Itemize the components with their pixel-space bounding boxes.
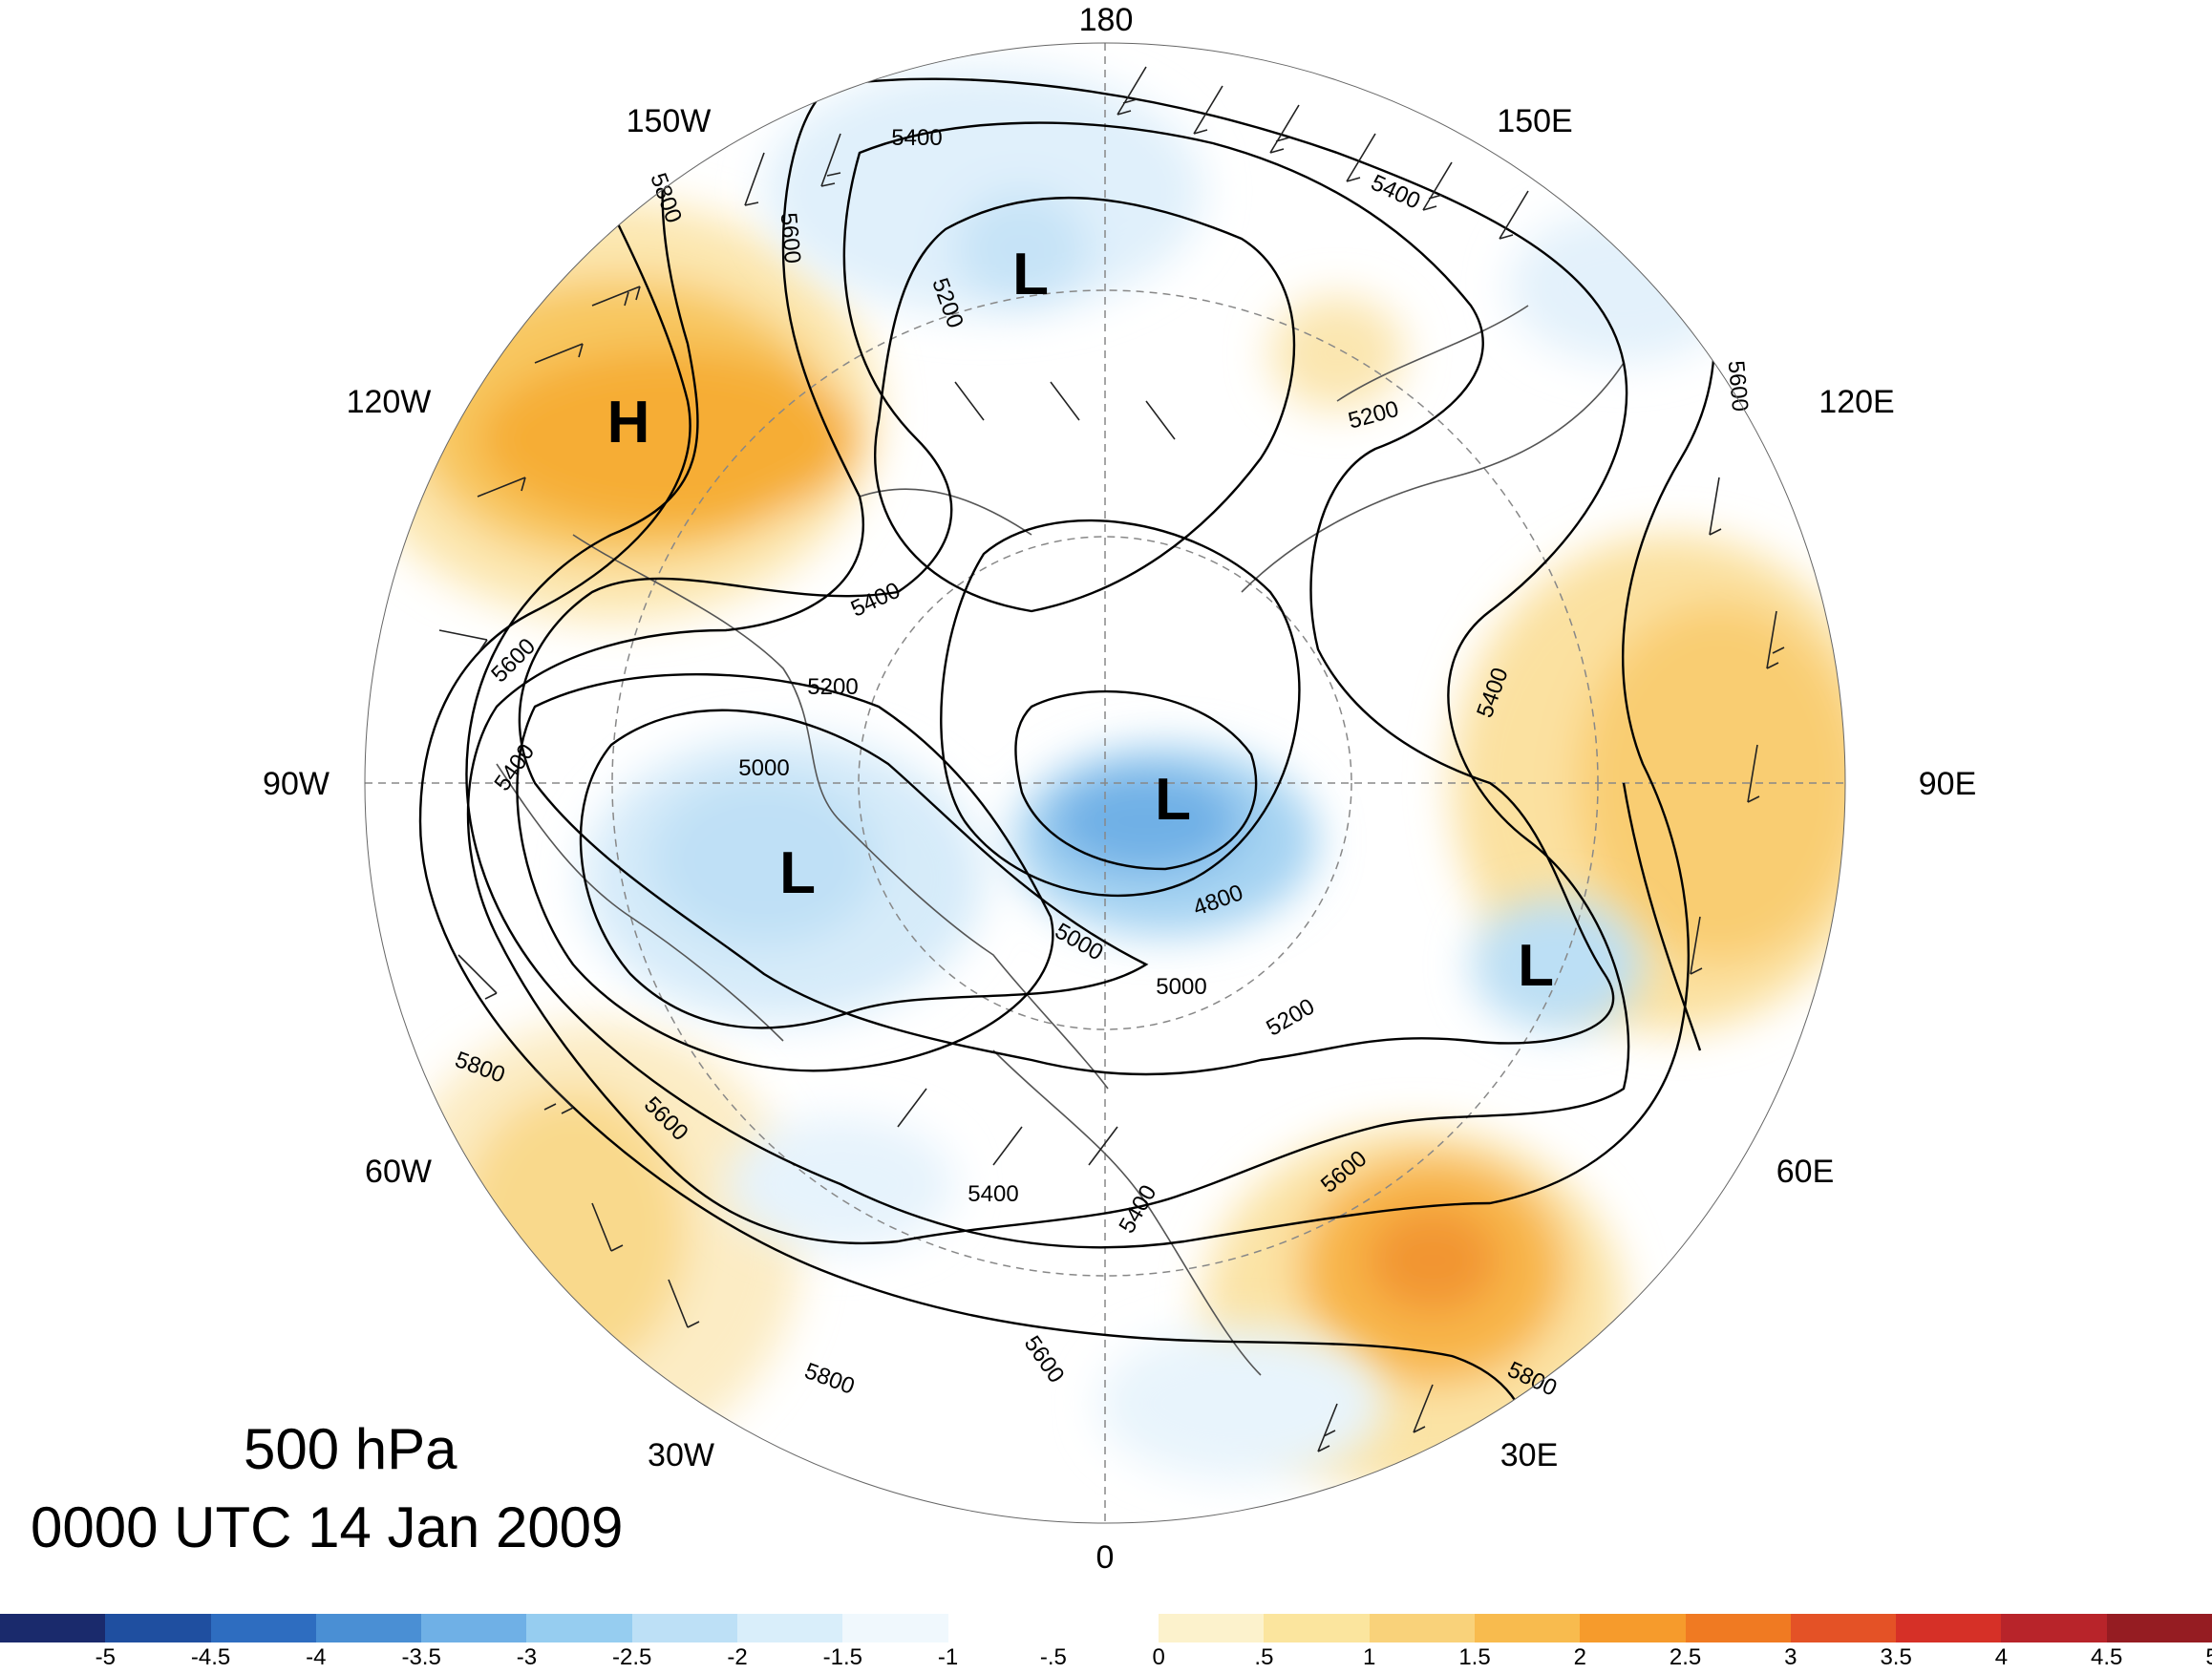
colorbar-tick-label: 4	[1994, 1644, 2009, 1670]
lon-label-60e: 60E	[1776, 1154, 1835, 1190]
high-center-marker: H	[607, 390, 650, 456]
low-center-marker: L	[1012, 242, 1049, 307]
contour-label: 5000	[1156, 974, 1206, 1000]
graticule	[365, 43, 1845, 1523]
lon-label-120e: 120E	[1819, 384, 1894, 420]
colorbar-tick-label: 3.5	[1880, 1644, 1912, 1670]
colorbar-swatch	[736, 1614, 843, 1642]
lon-label-90w: 90W	[263, 766, 330, 802]
colorbar-tick-label: 4.5	[2091, 1644, 2123, 1670]
colorbar-swatch	[947, 1614, 1053, 1642]
colorbar-tick-label: -3.5	[401, 1644, 441, 1670]
colorbar-tick-label: -5	[95, 1644, 116, 1670]
colorbar-tick-label: -3	[516, 1644, 538, 1670]
contour-label: 5000	[738, 755, 789, 781]
colorbar-swatch	[2001, 1614, 2107, 1642]
lon-label-150e: 150E	[1497, 103, 1572, 139]
colorbar	[0, 1614, 2212, 1642]
height-contours	[418, 77, 1715, 1443]
colorbar-swatch	[210, 1614, 316, 1642]
colorbar-labels: -5 -4.5 -4 -3.5 -3 -2.5 -2 -1.5 -1 -.5 0 .5 1 1.5 2 2.5…	[0, 1644, 2212, 1673]
colorbar-tick-label: 1.5	[1458, 1644, 1491, 1670]
colorbar-swatch	[1685, 1614, 1791, 1642]
lon-label-90e: 90E	[1919, 766, 1977, 802]
colorbar-swatch	[0, 1614, 106, 1642]
contour-label: 5600	[1723, 360, 1754, 413]
colorbar-tick-label: 2.5	[1669, 1644, 1702, 1670]
valid-time-title: 0000 UTC 14 Jan 2009	[31, 1495, 624, 1559]
contour-label: 5200	[807, 674, 858, 700]
colorbar-swatch	[105, 1614, 211, 1642]
pressure-centers: H L L L L	[607, 242, 1554, 999]
lon-label-30w: 30W	[648, 1437, 714, 1473]
pressure-level-title: 500 hPa	[244, 1417, 457, 1481]
colorbar-swatch	[2106, 1614, 2212, 1642]
low-center-marker: L	[779, 840, 816, 906]
lon-label-120w: 120W	[347, 384, 432, 420]
colorbar-swatch	[1159, 1614, 1265, 1642]
low-center-marker: L	[1518, 933, 1554, 999]
colorbar-swatch	[631, 1614, 737, 1642]
colorbar-tick-label: 3	[1784, 1644, 1797, 1670]
colorbar-tick-label: .5	[1254, 1644, 1274, 1670]
map-boundary	[364, 42, 1846, 1524]
colorbar-swatch	[526, 1614, 632, 1642]
wind-barbs	[438, 66, 1785, 1452]
colorbar-swatch	[1264, 1614, 1370, 1642]
longitude-labels: 180 150E 120E 90E 60E 30E 0 30W 60W 90W …	[263, 2, 1976, 1576]
colorbar-tick-label: 1	[1363, 1644, 1376, 1670]
lon-label-180: 180	[1079, 2, 1134, 38]
colorbar-swatch	[1580, 1614, 1686, 1642]
colorbar-tick-label: -1.5	[822, 1644, 862, 1670]
colorbar-swatch	[1369, 1614, 1475, 1642]
coastlines	[496, 305, 1625, 1376]
colorbar-swatch	[1896, 1614, 2002, 1642]
colorbar-tick-label: -1	[937, 1644, 959, 1670]
contour-label: 5600	[776, 212, 806, 265]
colorbar-swatch	[1053, 1614, 1159, 1642]
lon-label-150w: 150W	[627, 103, 712, 139]
colorbar-tick-label: 0	[1152, 1644, 1165, 1670]
colorbar-swatch	[421, 1614, 527, 1642]
contour-label: 5400	[891, 125, 942, 151]
colorbar-tick-label: -2	[727, 1644, 748, 1670]
contour-label: 5400	[968, 1181, 1018, 1207]
colorbar-tick-label: -4	[306, 1644, 327, 1670]
low-center-marker: L	[1155, 767, 1191, 833]
colorbar-swatch	[315, 1614, 422, 1642]
colorbar-tick-label: -.5	[1039, 1644, 1067, 1670]
lon-label-60w: 60W	[365, 1154, 432, 1190]
colorbar-swatch	[1790, 1614, 1897, 1642]
lon-label-0: 0	[1096, 1539, 1115, 1576]
colorbar-tick-label: 5	[2205, 1644, 2212, 1671]
colorbar-tick-label: -4.5	[190, 1644, 231, 1670]
colorbar-swatch	[842, 1614, 948, 1642]
colorbar-tick-label: 2	[1573, 1644, 1586, 1670]
lon-label-30e: 30E	[1500, 1437, 1559, 1473]
colorbar-swatch	[1474, 1614, 1581, 1642]
colorbar-tick-label: -2.5	[612, 1644, 652, 1670]
